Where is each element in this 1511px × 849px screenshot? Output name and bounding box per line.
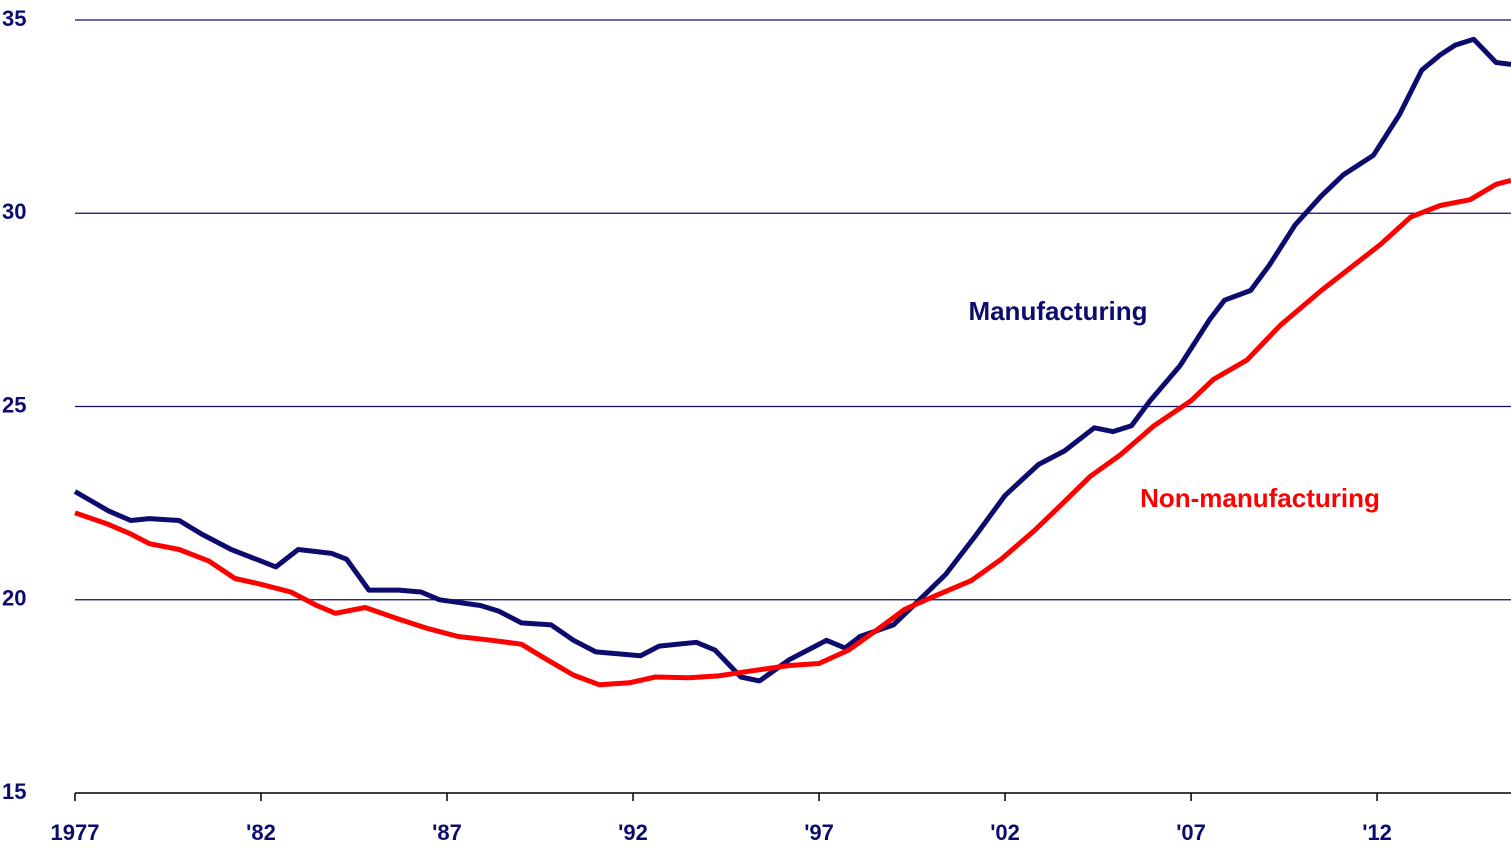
y-tick-label: 25 bbox=[2, 392, 26, 417]
x-tick-label: '07 bbox=[1176, 820, 1206, 845]
y-tick-label: 20 bbox=[2, 586, 26, 611]
y-tick-label: 30 bbox=[2, 199, 26, 224]
x-tick-label: '12 bbox=[1362, 820, 1392, 845]
series-line bbox=[74, 177, 1511, 688]
series-label: Non-manufacturing bbox=[1140, 483, 1380, 513]
series-line bbox=[73, 36, 1511, 684]
series-label: Manufacturing bbox=[968, 296, 1147, 326]
x-tick-label: '92 bbox=[618, 820, 648, 845]
x-tick-label: '97 bbox=[804, 820, 834, 845]
x-tick-label: '02 bbox=[990, 820, 1020, 845]
y-tick-label: 35 bbox=[2, 6, 26, 31]
x-tick-label: '82 bbox=[246, 820, 276, 845]
y-tick-label: 15 bbox=[2, 779, 26, 804]
x-tick-label: 1977 bbox=[51, 820, 100, 845]
x-tick-label: '87 bbox=[432, 820, 462, 845]
